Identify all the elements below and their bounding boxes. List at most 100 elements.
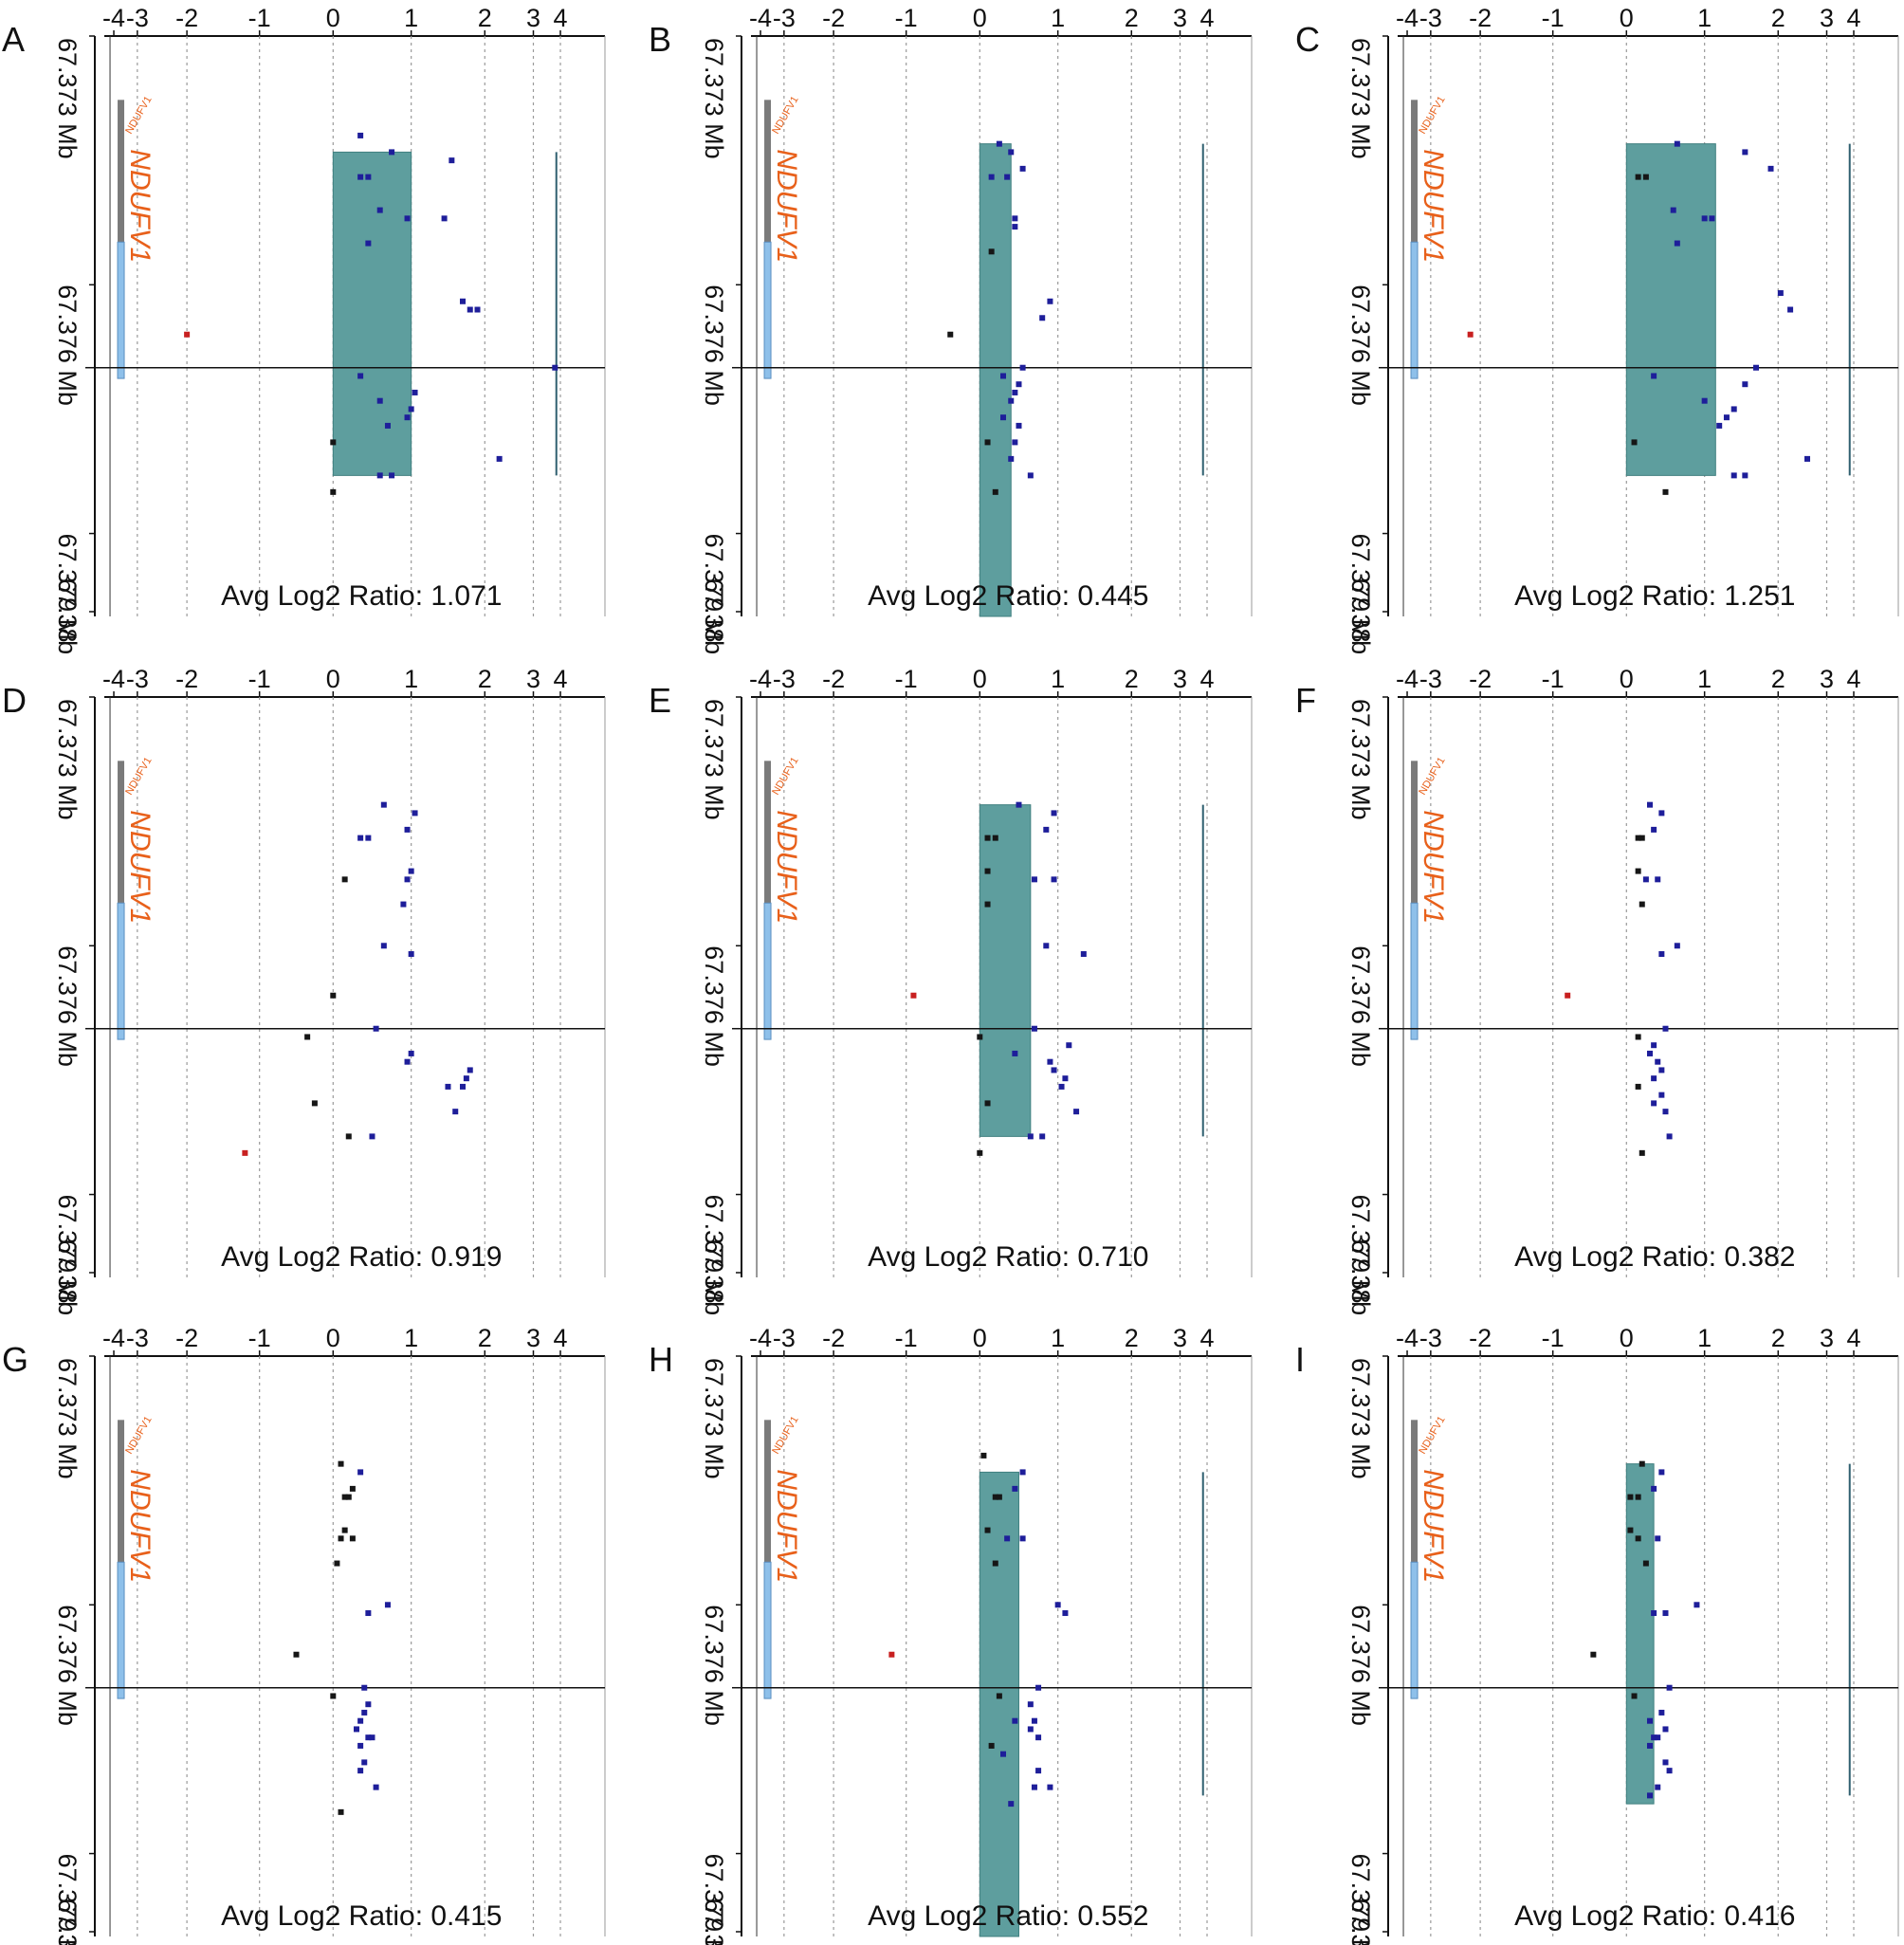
data-point [345, 1494, 352, 1500]
data-point [408, 406, 414, 413]
segment-bar [332, 151, 412, 476]
data-point [334, 1560, 340, 1567]
data-point [1027, 1726, 1034, 1733]
panel-letter: I [1295, 1340, 1305, 1379]
x-tick-label: 1 [1051, 4, 1065, 32]
data-point [1635, 1494, 1641, 1500]
x-tick-label: 1 [404, 665, 418, 693]
data-point [1008, 397, 1015, 404]
data-point [408, 951, 414, 958]
panel-i: I -4 -3 -2 -1 0 1 2 3 4 67.373 Mb 67.376 Mb 67.379 M… [1295, 1324, 1899, 1945]
data-point [1031, 1784, 1037, 1790]
gene-label-small: NDUFV1 [123, 755, 154, 797]
gene-bar-blue [117, 241, 125, 379]
x-tick-label: -1 [895, 4, 918, 32]
y-tick-label: 67.38 [1346, 578, 1375, 643]
data-point [1019, 1535, 1026, 1542]
data-point [1752, 364, 1759, 371]
data-point [311, 1100, 318, 1107]
data-point [988, 1742, 995, 1749]
data-point [1012, 1485, 1018, 1492]
x-tick-label: -2 [822, 665, 845, 693]
data-point [984, 901, 991, 908]
x-tick-label: 1 [404, 4, 418, 32]
data-point [1651, 1734, 1657, 1741]
data-point [1031, 1717, 1037, 1724]
data-point [330, 1693, 337, 1699]
data-point [1051, 876, 1057, 883]
data-point [1723, 414, 1730, 421]
avg-log2-label: Avg Log2 Ratio: 0.552 [868, 1900, 1148, 1932]
data-point [1047, 1058, 1053, 1065]
data-point [441, 215, 448, 222]
y-tick-label: 67.38 [1346, 1899, 1375, 1945]
data-point [992, 1560, 998, 1567]
x-tick-label: 4 [1199, 665, 1214, 693]
x-tick-label: -3 [1419, 1324, 1442, 1352]
y-tick-label: 67.379 Mb [700, 1195, 728, 1316]
data-point [459, 1083, 466, 1090]
data-point [1651, 826, 1657, 833]
data-point [1066, 1042, 1072, 1049]
data-point [977, 1034, 983, 1040]
data-point [1073, 1109, 1080, 1115]
data-point [996, 140, 1002, 147]
x-tick-label: -2 [1469, 1324, 1492, 1352]
x-tick-label: 0 [1620, 1324, 1634, 1352]
x-tick-label: 3 [526, 665, 540, 693]
data-point [1658, 810, 1665, 817]
data-point [404, 215, 411, 222]
data-point [389, 472, 395, 479]
data-point [1647, 801, 1654, 808]
data-point [496, 455, 503, 462]
panel-letter: H [649, 1340, 673, 1379]
data-point [293, 1651, 300, 1658]
x-tick-label: 2 [1125, 1324, 1139, 1352]
x-tick-label: 2 [1125, 4, 1139, 32]
data-point [338, 1535, 344, 1542]
data-point [357, 132, 364, 138]
data-point [376, 397, 383, 404]
data-point [369, 1133, 375, 1140]
data-point [1631, 439, 1638, 446]
x-tick-label: -1 [248, 1324, 271, 1352]
gene-label-small: NDUFV1 [770, 755, 800, 797]
segment-bar [979, 804, 1032, 1137]
x-tick-label: 2 [1771, 4, 1785, 32]
gene-label-small: NDUFV1 [1417, 1414, 1447, 1456]
gene-bar-gray [764, 1420, 772, 1563]
data-point [1674, 240, 1680, 247]
x-tick-label: -1 [1542, 1324, 1565, 1352]
x-tick-label: 0 [326, 4, 340, 32]
data-point [467, 306, 473, 313]
data-point [1019, 1469, 1026, 1476]
x-tick-label: 2 [1125, 665, 1139, 693]
data-point [1000, 373, 1007, 379]
x-tick-label: -4 [749, 665, 772, 693]
data-point [1000, 1751, 1007, 1757]
data-point [1012, 224, 1018, 230]
avg-log2-label: Avg Log2 Ratio: 1.251 [1514, 580, 1795, 612]
data-point [1647, 1050, 1654, 1056]
data-point [330, 439, 337, 446]
data-point [1627, 1494, 1634, 1500]
x-tick-label: -2 [175, 1324, 198, 1352]
gene-bar-gray [118, 761, 125, 904]
gene-bar-gray [1411, 1420, 1419, 1563]
data-point [1658, 1469, 1665, 1476]
x-tick-label: -1 [248, 4, 271, 32]
data-point [1062, 1075, 1069, 1082]
data-point [1467, 331, 1474, 338]
data-point [384, 1602, 391, 1608]
panel-letter: C [1295, 20, 1320, 59]
data-point [384, 422, 391, 429]
segment-bar [979, 143, 1012, 617]
data-point [947, 331, 954, 338]
y-tick-label: 67.379 Mb [700, 1854, 728, 1945]
y-tick-label: 67.38 [700, 1239, 728, 1304]
data-point [345, 1133, 352, 1140]
x-tick-label: 1 [1051, 665, 1065, 693]
y-tick-label: 67.373 Mb [1346, 38, 1375, 159]
gene-label-small: NDUFV1 [770, 94, 800, 136]
data-point [1662, 488, 1669, 495]
